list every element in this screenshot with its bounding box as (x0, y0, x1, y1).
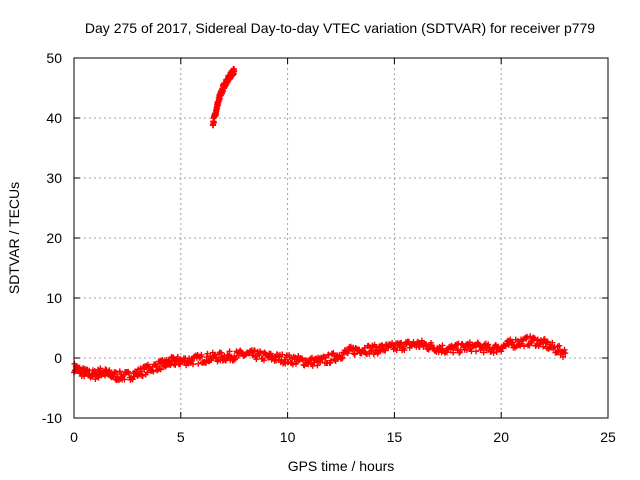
data-point (509, 339, 516, 346)
data-point (210, 119, 217, 126)
data-point (463, 347, 470, 354)
data-point (439, 342, 446, 349)
x-tick-label: 20 (493, 429, 509, 445)
data-point (549, 339, 556, 346)
data-point (556, 342, 563, 349)
data-point (137, 365, 144, 372)
data-point (190, 361, 197, 368)
data-point (111, 368, 118, 375)
y-tick-label: 50 (46, 50, 62, 66)
data-point (550, 344, 557, 351)
x-tick-label: 15 (387, 429, 403, 445)
series-main-trace (71, 333, 569, 384)
data-point (401, 347, 408, 354)
data-point (473, 348, 480, 355)
data-point (139, 372, 146, 379)
data-point (385, 344, 392, 351)
data-series-sdtvar (71, 65, 569, 384)
data-point (330, 350, 337, 357)
data-point (251, 347, 258, 354)
x-tick-labels: 0 5 10 15 20 25 (70, 429, 616, 445)
data-point (279, 351, 286, 358)
data-point (521, 343, 528, 350)
y-tick-label: -10 (42, 410, 62, 426)
data-point (422, 341, 429, 348)
data-point (198, 351, 205, 358)
data-point (338, 355, 345, 362)
data-point (121, 376, 128, 383)
x-tick-label: 0 (70, 429, 78, 445)
data-point (232, 354, 239, 361)
x-tick-label: 5 (177, 429, 185, 445)
data-point (189, 357, 196, 364)
data-point (480, 349, 487, 356)
data-point (254, 353, 261, 360)
x-tick-label: 10 (280, 429, 296, 445)
data-point (393, 347, 400, 354)
data-point (361, 344, 368, 351)
data-point (561, 346, 568, 353)
data-point (150, 368, 157, 375)
chart-title: Day 275 of 2017, Sidereal Day-to-day VTE… (85, 20, 595, 36)
data-point (562, 350, 569, 357)
data-point (559, 353, 566, 360)
data-point (204, 350, 211, 357)
data-point (153, 363, 160, 370)
x-tick-label: 25 (600, 429, 616, 445)
data-point (541, 336, 548, 343)
data-point (485, 341, 492, 348)
tick-marks (73, 57, 609, 419)
data-point (317, 359, 324, 366)
data-point (260, 357, 267, 364)
y-axis-label: SDTVAR / TECUs (6, 182, 22, 294)
data-point (350, 350, 357, 357)
data-point (203, 354, 210, 361)
data-point (195, 360, 202, 367)
data-point (226, 348, 233, 355)
data-point (314, 362, 321, 369)
data-point (371, 341, 378, 348)
data-point (329, 351, 336, 358)
data-point (396, 343, 403, 350)
data-point (444, 349, 451, 356)
data-point (116, 368, 123, 375)
data-point (527, 333, 534, 340)
y-tick-label: 0 (54, 350, 62, 366)
data-point (289, 361, 296, 368)
data-point (540, 343, 547, 350)
data-point (379, 342, 386, 349)
data-point (536, 341, 543, 348)
data-point (339, 354, 346, 361)
data-point (418, 337, 425, 344)
data-point (125, 368, 132, 375)
x-axis-label: GPS time / hours (288, 458, 395, 474)
data-point (498, 348, 505, 355)
y-tick-label: 30 (46, 170, 62, 186)
data-point (525, 341, 532, 348)
data-point (218, 349, 225, 356)
data-point (356, 346, 363, 353)
y-tick-labels: -10 0 10 20 30 40 50 (42, 50, 62, 426)
data-point (490, 349, 497, 356)
data-point (367, 348, 374, 355)
series-outlier-trace (209, 65, 238, 129)
data-point (382, 347, 389, 354)
data-point (141, 366, 148, 373)
data-point (450, 349, 457, 356)
data-point (113, 369, 120, 376)
data-point (144, 369, 151, 376)
data-point (351, 351, 358, 358)
y-tick-label: 20 (46, 230, 62, 246)
data-point (231, 68, 238, 75)
data-point (157, 366, 164, 373)
data-point (368, 347, 375, 354)
y-tick-label: 40 (46, 110, 62, 126)
y-tick-label: 10 (46, 290, 62, 306)
